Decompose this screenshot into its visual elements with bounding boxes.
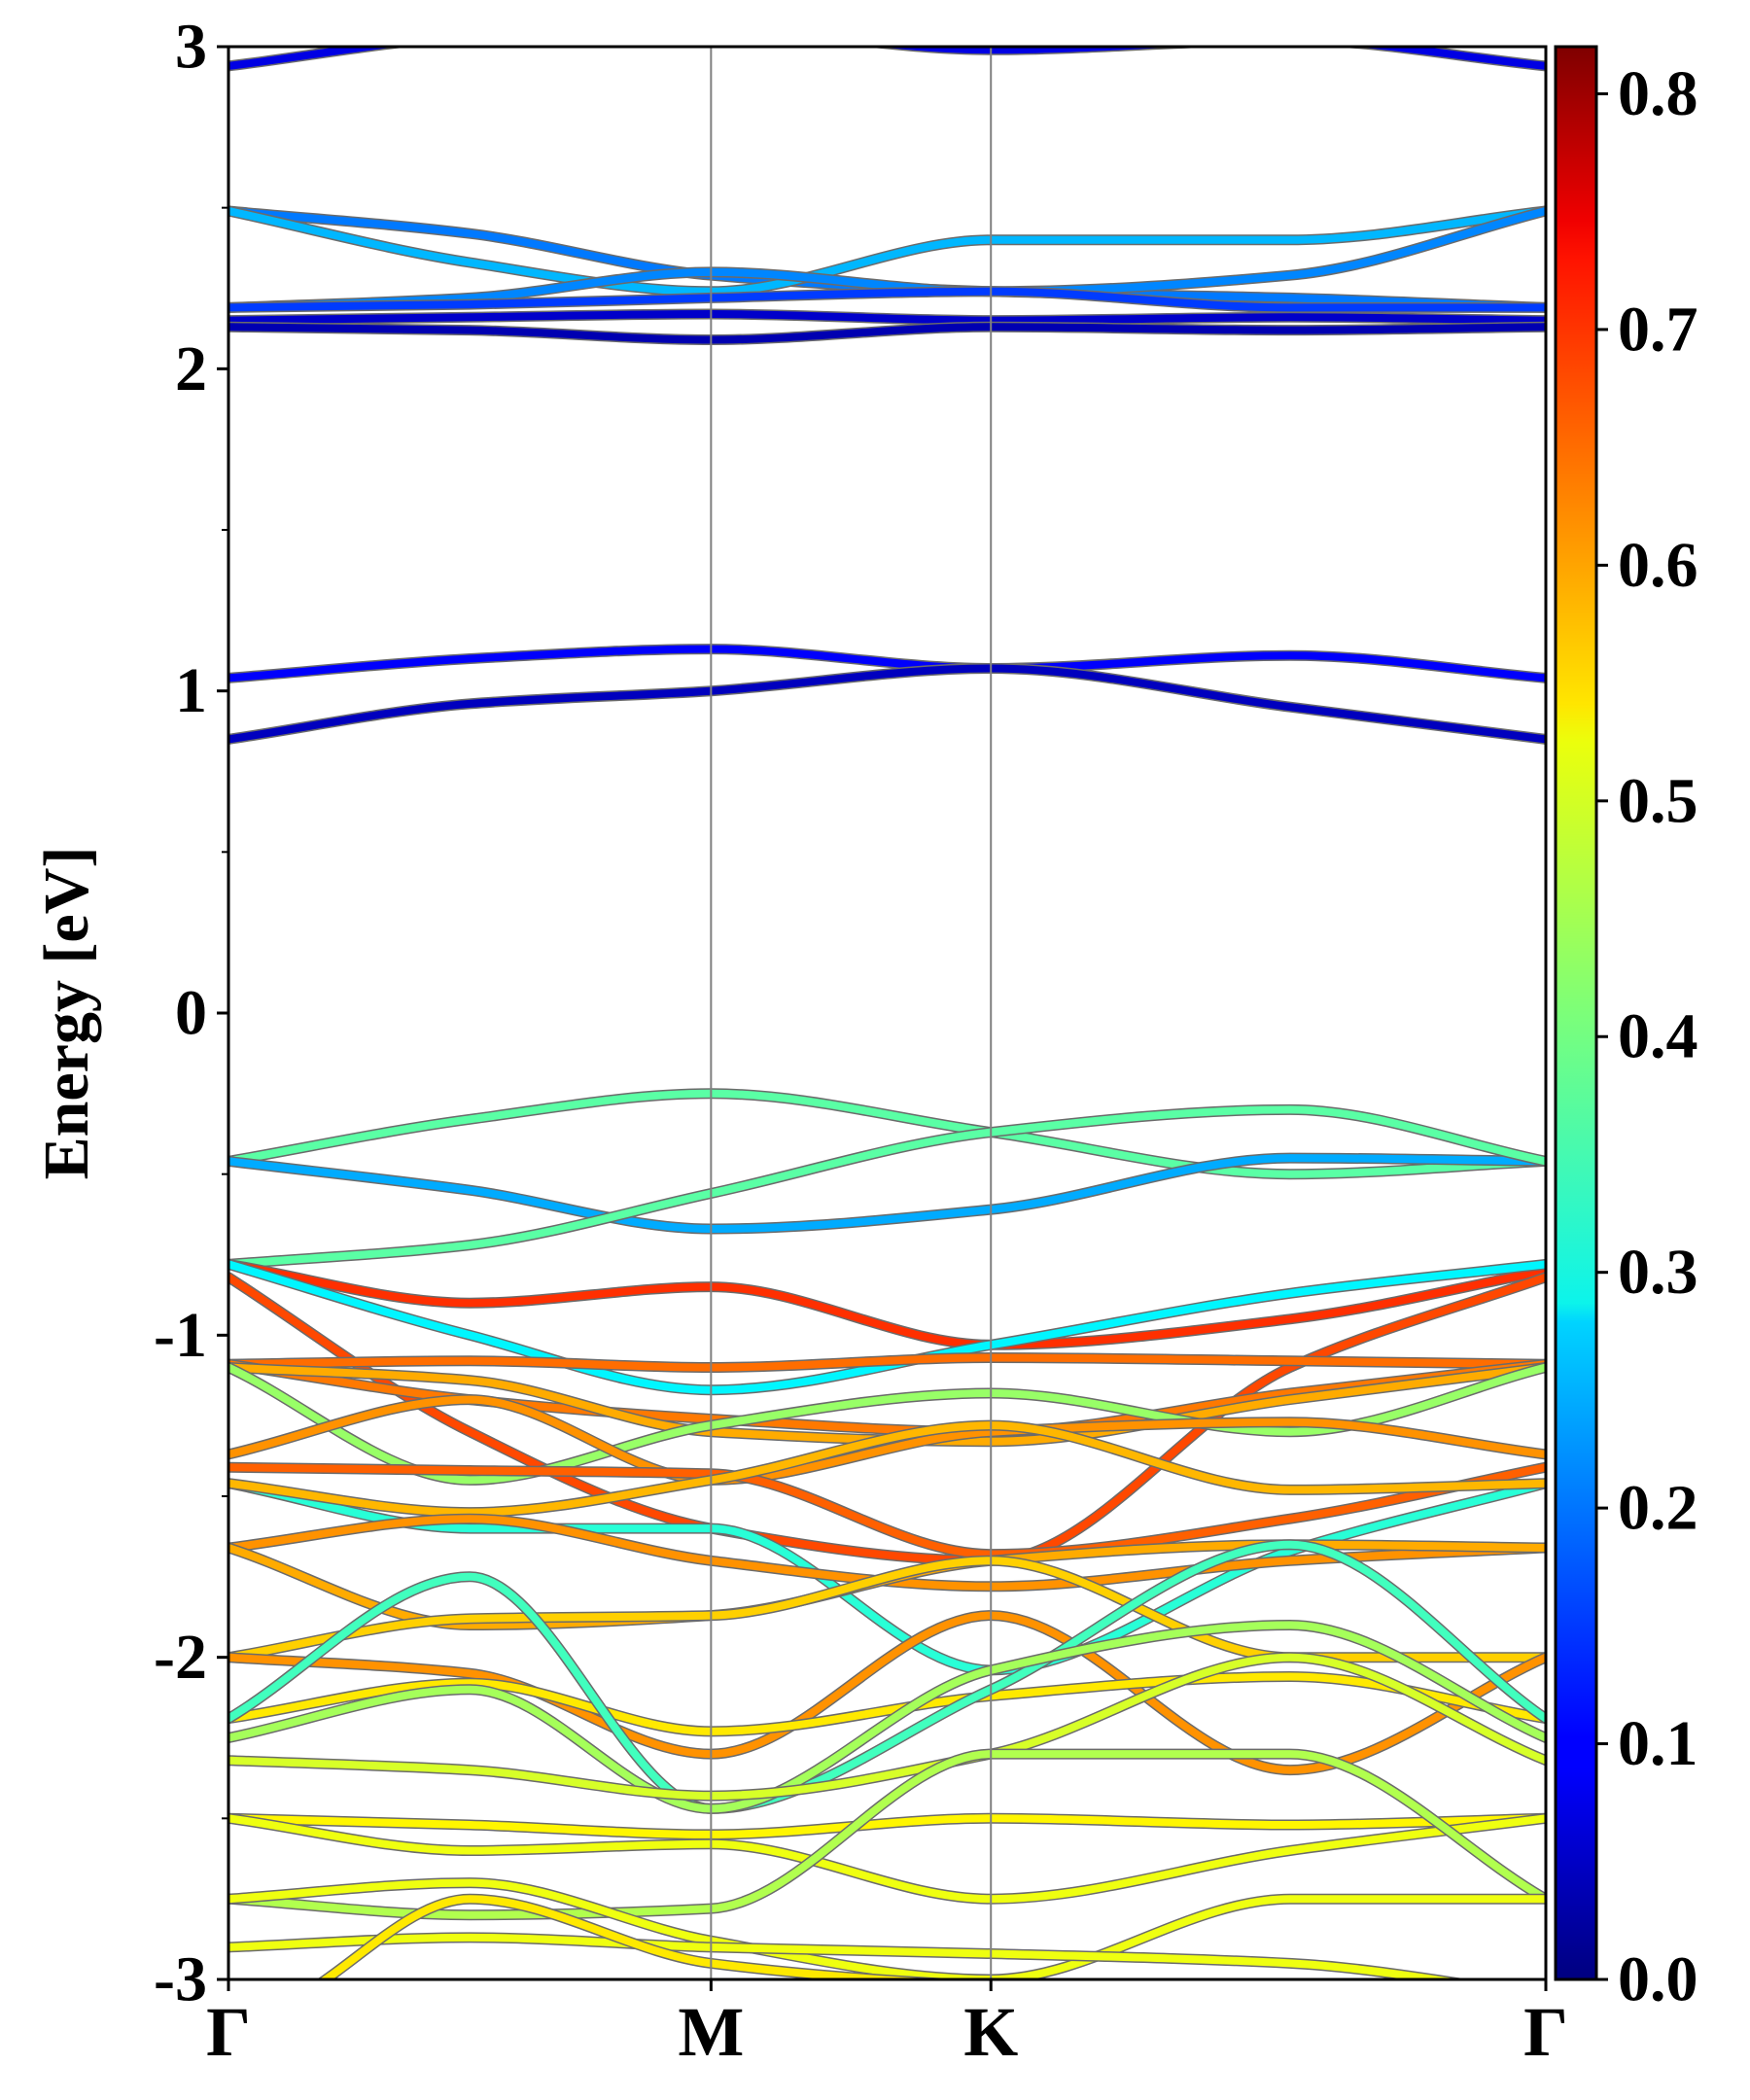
colorbar-tick-label: 0.7 bbox=[1618, 294, 1698, 365]
colorbar-tick-label: 0.5 bbox=[1618, 765, 1698, 836]
band-line-23 bbox=[228, 1421, 1546, 1517]
colorbar-tick-label: 0.4 bbox=[1618, 1001, 1698, 1072]
colorbar-ticks: 0.0 0.1 0.2 0.3 0.4 0.5 0.6 0.7 0.8 bbox=[1596, 58, 1698, 2015]
colorbar-tick-label: 0.3 bbox=[1618, 1237, 1698, 1308]
band-line-6 bbox=[228, 309, 1546, 325]
y-tick-label: 0 bbox=[175, 978, 207, 1049]
band-line-4 bbox=[228, 207, 1546, 312]
band-line-11 bbox=[228, 1154, 1546, 1234]
band-line-8 bbox=[228, 645, 1546, 682]
band-line-36 bbox=[228, 1933, 1461, 1979]
band-line-27 bbox=[228, 1611, 1546, 1774]
band-line-34 bbox=[228, 1750, 1546, 1919]
band-line-13 bbox=[228, 1260, 1546, 1349]
y-tick-label: 1 bbox=[175, 655, 207, 726]
band-line-35 bbox=[228, 1878, 1546, 1979]
y-axis-label: Energy [eV] bbox=[31, 847, 102, 1180]
x-tick-label: Γ bbox=[1523, 1993, 1568, 2071]
band-outline-1 bbox=[228, 47, 1546, 72]
colorbar-tick-label: 0.2 bbox=[1618, 1473, 1698, 1544]
band-line-31 bbox=[228, 1653, 1546, 1801]
x-tick-label: Γ bbox=[206, 1993, 251, 2071]
colorbar-tick-label: 0.6 bbox=[1618, 530, 1698, 601]
band-line-26 bbox=[228, 1557, 1546, 1662]
band-line-14 bbox=[228, 1260, 1546, 1394]
band-line-33 bbox=[228, 1814, 1546, 1904]
band-line-7 bbox=[228, 323, 1546, 344]
band-line-37 bbox=[319, 1895, 941, 1979]
band-line-32 bbox=[228, 1814, 1546, 1838]
x-tick-label: M bbox=[678, 1993, 744, 2071]
band-line-10 bbox=[228, 1089, 1546, 1178]
band-line-12 bbox=[228, 1105, 1546, 1269]
band-outline-9 bbox=[228, 662, 1546, 745]
band-line-20 bbox=[228, 1395, 1546, 1485]
band-lines bbox=[228, 47, 1546, 1979]
colorbar-tick-label: 0.0 bbox=[1618, 1944, 1698, 2015]
band-line-30 bbox=[228, 1621, 1546, 1813]
band-outline-13 bbox=[228, 1258, 1546, 1350]
band-line-3 bbox=[228, 207, 1546, 296]
band-line-21 bbox=[228, 1463, 1546, 1558]
band-line-29 bbox=[228, 1540, 1546, 1813]
y-tick-label: -3 bbox=[154, 1944, 207, 2015]
y-tick-label: 2 bbox=[175, 333, 207, 404]
band-line-9 bbox=[228, 664, 1546, 744]
band-line-28 bbox=[228, 1672, 1546, 1735]
colorbar bbox=[1554, 45, 1598, 1981]
band-line-5 bbox=[228, 287, 1546, 312]
x-tick-label: K bbox=[963, 1993, 1018, 2071]
high-symmetry-lines bbox=[710, 47, 993, 1979]
y-tick-label: 3 bbox=[175, 12, 207, 83]
band-line-19 bbox=[228, 1363, 1546, 1485]
band-line-16 bbox=[228, 1353, 1546, 1372]
y-tick-label: -2 bbox=[154, 1622, 207, 1693]
y-tick-label: -1 bbox=[154, 1300, 207, 1371]
colorbar-tick-label: 0.8 bbox=[1618, 58, 1698, 129]
colorbar-tick-label: 0.1 bbox=[1618, 1708, 1698, 1779]
y-axis-ticks: -3 -2 -1 0 1 2 3 bbox=[154, 12, 228, 2015]
